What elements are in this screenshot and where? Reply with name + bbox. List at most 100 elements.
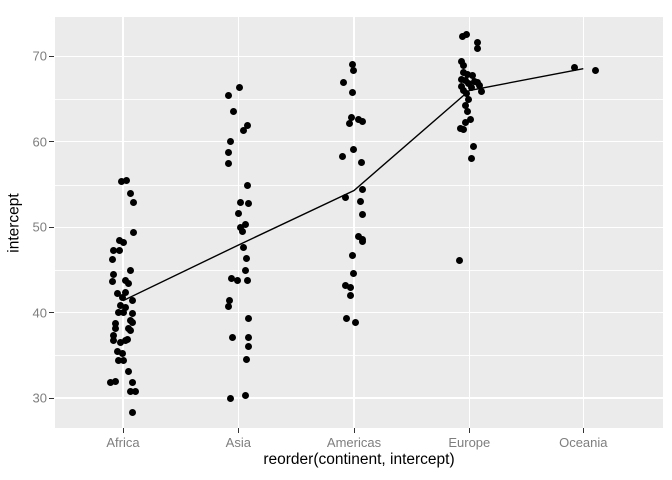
y-major-gridline [55,226,663,228]
x-tick-label: Europe [448,435,491,450]
data-point [115,237,123,245]
data-point [129,198,137,206]
data-point [570,63,578,71]
data-point [461,102,469,110]
data-point [477,87,485,95]
data-point [243,276,251,284]
data-point [244,333,252,341]
data-point [226,138,234,146]
data-point [228,333,236,341]
y-tick-label: 40 [32,305,47,321]
data-point [244,342,252,350]
data-point [108,278,116,286]
data-point [224,159,232,167]
y-major-gridline [55,141,663,143]
data-point [458,33,466,41]
data-point [117,178,125,186]
data-point [241,267,249,275]
data-point [466,116,474,123]
y-tick-label: 70 [32,48,47,64]
y-major-gridline [55,397,663,399]
data-point [464,96,472,104]
data-point [236,198,244,206]
y-major-gridline [55,311,663,314]
plot-panel [55,17,663,428]
data-point [119,239,127,247]
data-point [224,149,232,157]
data-point [128,409,136,417]
data-point [128,310,136,317]
data-point [128,318,136,326]
y-minor-gridline [55,184,663,186]
data-point [113,347,121,355]
data-point [358,186,366,194]
data-point [356,198,364,206]
x-major-gridline [122,17,124,428]
data-point [106,379,114,387]
data-point [591,66,599,74]
y-tick-mark [49,55,54,57]
data-point [128,379,136,387]
data-point [459,69,467,76]
data-point [467,155,475,163]
data-point [109,246,117,254]
data-point [341,193,349,201]
data-point [348,61,356,69]
data-point [126,267,134,275]
y-minor-gridline [55,99,663,100]
x-tick-label: Oceania [559,435,608,450]
data-point [116,339,124,347]
data-point [358,210,366,218]
data-point [358,117,366,125]
data-point [475,81,483,89]
data-point [121,304,129,311]
data-point [116,302,124,310]
data-point [115,246,123,254]
data-point [457,82,465,90]
data-point [242,356,250,364]
x-tick-mark [122,428,124,433]
data-point [463,70,471,78]
data-point [468,71,476,79]
data-point [126,189,134,197]
data-point [461,118,469,126]
data-point [238,228,246,235]
y-major-gridline [55,55,663,57]
data-point [233,276,241,284]
data-point [346,292,354,300]
data-point [341,281,349,289]
data-point [473,39,481,47]
data-point [339,79,347,87]
data-point [129,228,137,236]
data-point [124,368,132,376]
data-point [241,221,249,229]
data-point [349,66,357,74]
data-point [244,199,252,207]
data-point [224,92,232,100]
data-point [358,238,366,246]
data-point [236,223,244,231]
data-point [109,337,117,345]
y-minor-gridline [55,269,663,271]
data-point [349,145,357,153]
data-point [349,269,357,277]
data-point [121,337,129,345]
data-point [243,122,251,129]
data-point [338,152,346,160]
data-point [126,327,134,335]
x-major-gridline [237,17,239,428]
data-point [111,324,119,332]
data-point [457,57,465,65]
data-point [113,290,121,298]
y-tick-label: 30 [32,390,47,406]
data-point [131,387,139,395]
data-point [122,176,130,184]
data-point [229,108,237,116]
data-point [119,357,127,364]
data-point [457,75,465,83]
data-point [239,127,247,135]
data-point [224,303,232,311]
y-tick-label: 50 [32,219,47,235]
data-point [463,107,471,115]
x-tick-label: Americas [326,435,382,450]
